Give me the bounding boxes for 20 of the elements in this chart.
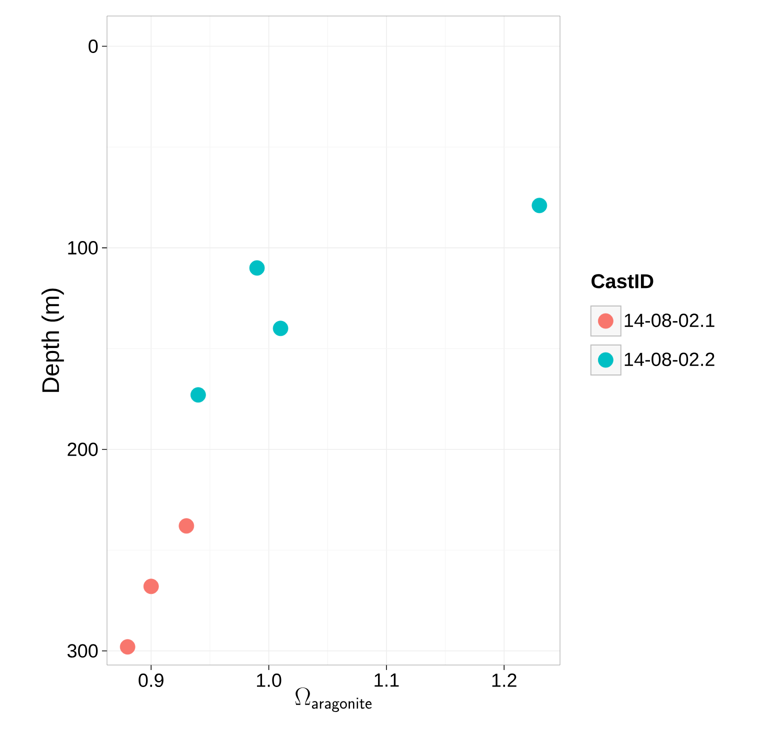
y-tick-label: 0: [88, 40, 98, 53]
point: [178, 518, 194, 534]
point: [143, 578, 159, 594]
point: [272, 320, 288, 336]
point: [532, 198, 548, 214]
point: [249, 260, 265, 276]
x-tick-label: 1.0: [257, 674, 282, 687]
y-tick-label: 300: [67, 644, 98, 658]
x-tick-label: 0.9: [138, 674, 164, 687]
y-tick-label: 100: [68, 241, 98, 255]
x-tick-label: 1.2: [492, 674, 516, 687]
x-axis-title: $\Omega_{\mathsf{aragonite}}$: [295, 687, 372, 712]
y-axis-title: Depth (m): [42, 288, 64, 392]
x-tick-label: 1.1: [374, 674, 399, 687]
point: [120, 639, 136, 655]
legend-label: 14-08-02.2: [624, 352, 714, 366]
y-tick-label: 200: [68, 442, 98, 456]
legend-title: CastID: [592, 274, 654, 288]
legend-label: 14-08-02.1: [624, 314, 714, 328]
point: [190, 387, 206, 403]
